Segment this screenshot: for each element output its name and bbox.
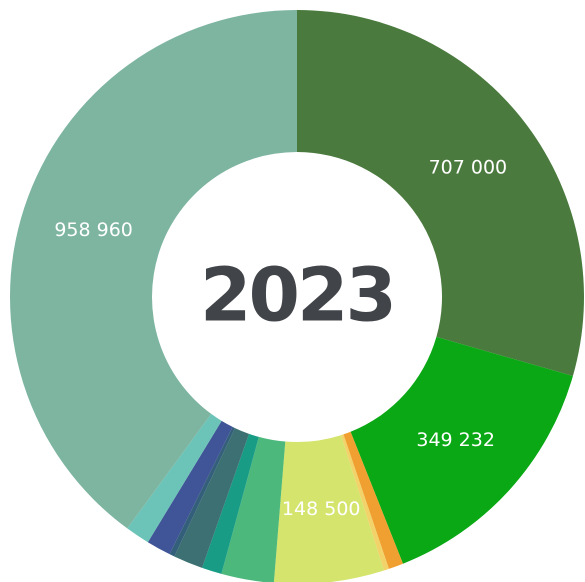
slices [10, 10, 584, 582]
donut-slice [221, 436, 286, 582]
donut-slice [340, 434, 389, 571]
donut-slice [169, 426, 235, 557]
donut-slice [127, 413, 222, 543]
donut-slice [297, 10, 584, 376]
donut-slice [174, 428, 250, 568]
donut-slice [10, 10, 298, 529]
donut-slice [273, 435, 384, 582]
value-label: 707 000 [429, 157, 508, 179]
value-label: 148 500 [282, 498, 361, 520]
value-label: 349 232 [416, 429, 495, 451]
donut-slice [350, 336, 573, 564]
donut-slice [147, 420, 233, 555]
chart-title: 2023 [200, 253, 394, 339]
donut-slice [343, 431, 404, 569]
value-label: 958 960 [54, 219, 133, 241]
donut-slice [202, 433, 259, 574]
